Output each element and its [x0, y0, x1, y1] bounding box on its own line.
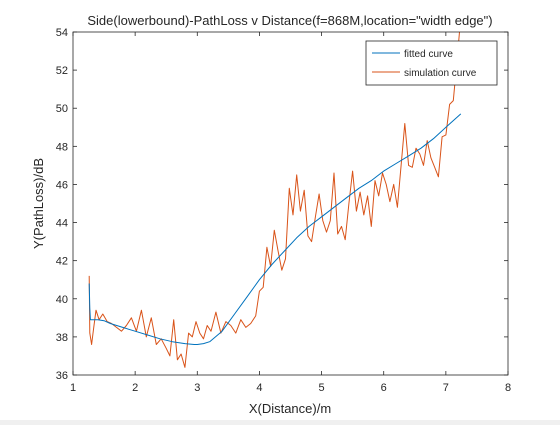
x-tick-label: 5	[319, 382, 325, 394]
y-tick-label: 54	[56, 27, 68, 39]
x-tick-label: 3	[194, 382, 200, 394]
y-tick-label: 44	[56, 218, 68, 230]
y-tick-label: 46	[56, 179, 68, 191]
x-tick-label: 7	[443, 382, 449, 394]
x-axis-label: X(Distance)/m	[249, 401, 331, 416]
y-axis-label: Y(PathLoss)/dB	[31, 158, 46, 249]
legend-label-simulation-curve: simulation curve	[404, 68, 477, 79]
chart-title: Side(lowerbound)-PathLoss v Distance(f=8…	[87, 13, 492, 28]
y-tick-label: 40	[56, 294, 68, 306]
x-tick-label: 8	[505, 382, 511, 394]
y-tick-label: 52	[56, 65, 68, 77]
legend-label-fitted-curve: fitted curve	[404, 49, 453, 60]
x-tick-label: 2	[132, 382, 138, 394]
x-tick-label: 1	[70, 382, 76, 394]
x-tick-label: 4	[256, 382, 262, 394]
legend: fitted curve simulation curve	[366, 41, 497, 85]
x-tick-label: 6	[381, 382, 387, 394]
y-tick-label: 38	[56, 332, 68, 344]
y-tick-label: 42	[56, 256, 68, 268]
y-tick-label: 50	[56, 103, 68, 115]
y-tick-label: 48	[56, 141, 68, 153]
y-tick-label: 36	[56, 370, 68, 382]
